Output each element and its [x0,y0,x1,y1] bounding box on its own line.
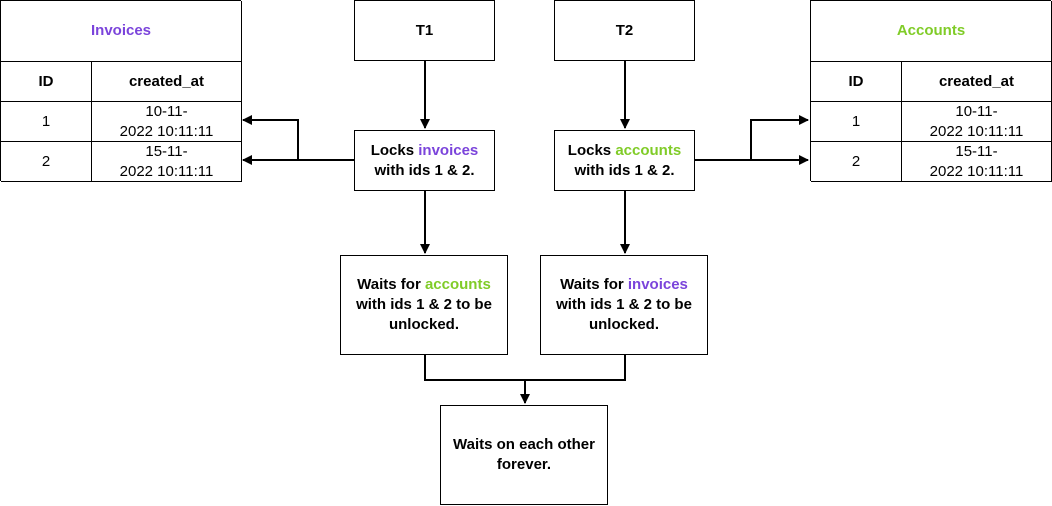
t1-lock-resource: invoices [418,141,479,159]
accounts-row-1-created-at: 10-11- 2022 10:11:11 [902,102,1052,142]
invoices-table-title: Invoices [1,1,242,62]
invoices-row-1-id: 1 [1,102,92,142]
invoices-row-2-created-at: 15-11- 2022 10:11:11 [92,142,242,182]
accounts-table-title: Accounts [811,1,1052,62]
t2-wait-prefix: Waits for [560,276,628,293]
accounts-row-1-created-at-line1: 10-11- [955,102,998,120]
t2-box: T2 [554,0,695,61]
arrow-lock-to-account-row-1 [750,115,809,160]
invoices-header-id: ID [1,62,92,102]
accounts-row-2-created-at-line2: 2022 10:11:11 [929,162,1024,180]
accounts-row-2-id: 2 [811,142,902,182]
t1-box: T1 [354,0,495,61]
invoices-row-2-created-at-line2: 2022 10:11:11 [119,162,214,180]
accounts-row-1-created-at-line2: 2022 10:11:11 [929,122,1024,140]
t1-wait-suffix: with ids 1 & 2 to be unlocked. [356,296,492,333]
invoices-row-1-created-at: 10-11- 2022 10:11:11 [92,102,242,142]
t2-wait-suffix: with ids 1 & 2 to be unlocked. [556,296,692,333]
t2-lock-resource: accounts [615,141,682,159]
accounts-table: Accounts ID created_at 1 10-11- 2022 10:… [810,0,1052,182]
invoices-row-1-created-at-line2: 2022 10:11:11 [119,122,214,140]
t1-lock-suffix: with ids 1 & 2. [374,161,475,179]
accounts-row-1-id: 1 [811,102,902,142]
invoices-header-created-at: created_at [92,62,242,102]
invoices-row-2-created-at-line1: 15-11- [145,142,188,160]
accounts-row-2-created-at-line1: 15-11- [955,142,998,160]
t1-lock-prefix: Locks [370,141,419,159]
invoices-row-2-id: 2 [1,142,92,182]
t1-wait-box: Waits for accounts with ids 1 & 2 to be … [340,255,508,355]
arrow-lock-to-invoice-row-1 [242,115,299,160]
accounts-row-2-created-at: 15-11- 2022 10:11:11 [902,142,1052,182]
accounts-header-id: ID [811,62,902,102]
invoices-table: Invoices ID created_at 1 10-11- 2022 10:… [0,0,242,182]
deadlock-result-box: Waits on each other forever. [440,405,608,505]
arrow-waits-to-result [424,355,626,403]
deadlock-result-text: Waits on each other forever. [453,436,595,473]
t1-wait-prefix: Waits for [357,276,425,293]
t2-lock-suffix: with ids 1 & 2. [574,161,675,179]
t1-lock-box: Locks invoices with ids 1 & 2. [354,130,495,191]
invoices-row-1-created-at-line1: 10-11- [145,102,188,120]
t2-wait-resource: invoices [627,276,688,293]
t2-lock-box: Locks accounts with ids 1 & 2. [554,130,695,191]
t2-wait-box: Waits for invoices with ids 1 & 2 to be … [540,255,708,355]
t1-wait-resource: accounts [424,276,491,293]
accounts-header-created-at: created_at [902,62,1052,102]
t2-lock-prefix: Locks [567,141,616,159]
